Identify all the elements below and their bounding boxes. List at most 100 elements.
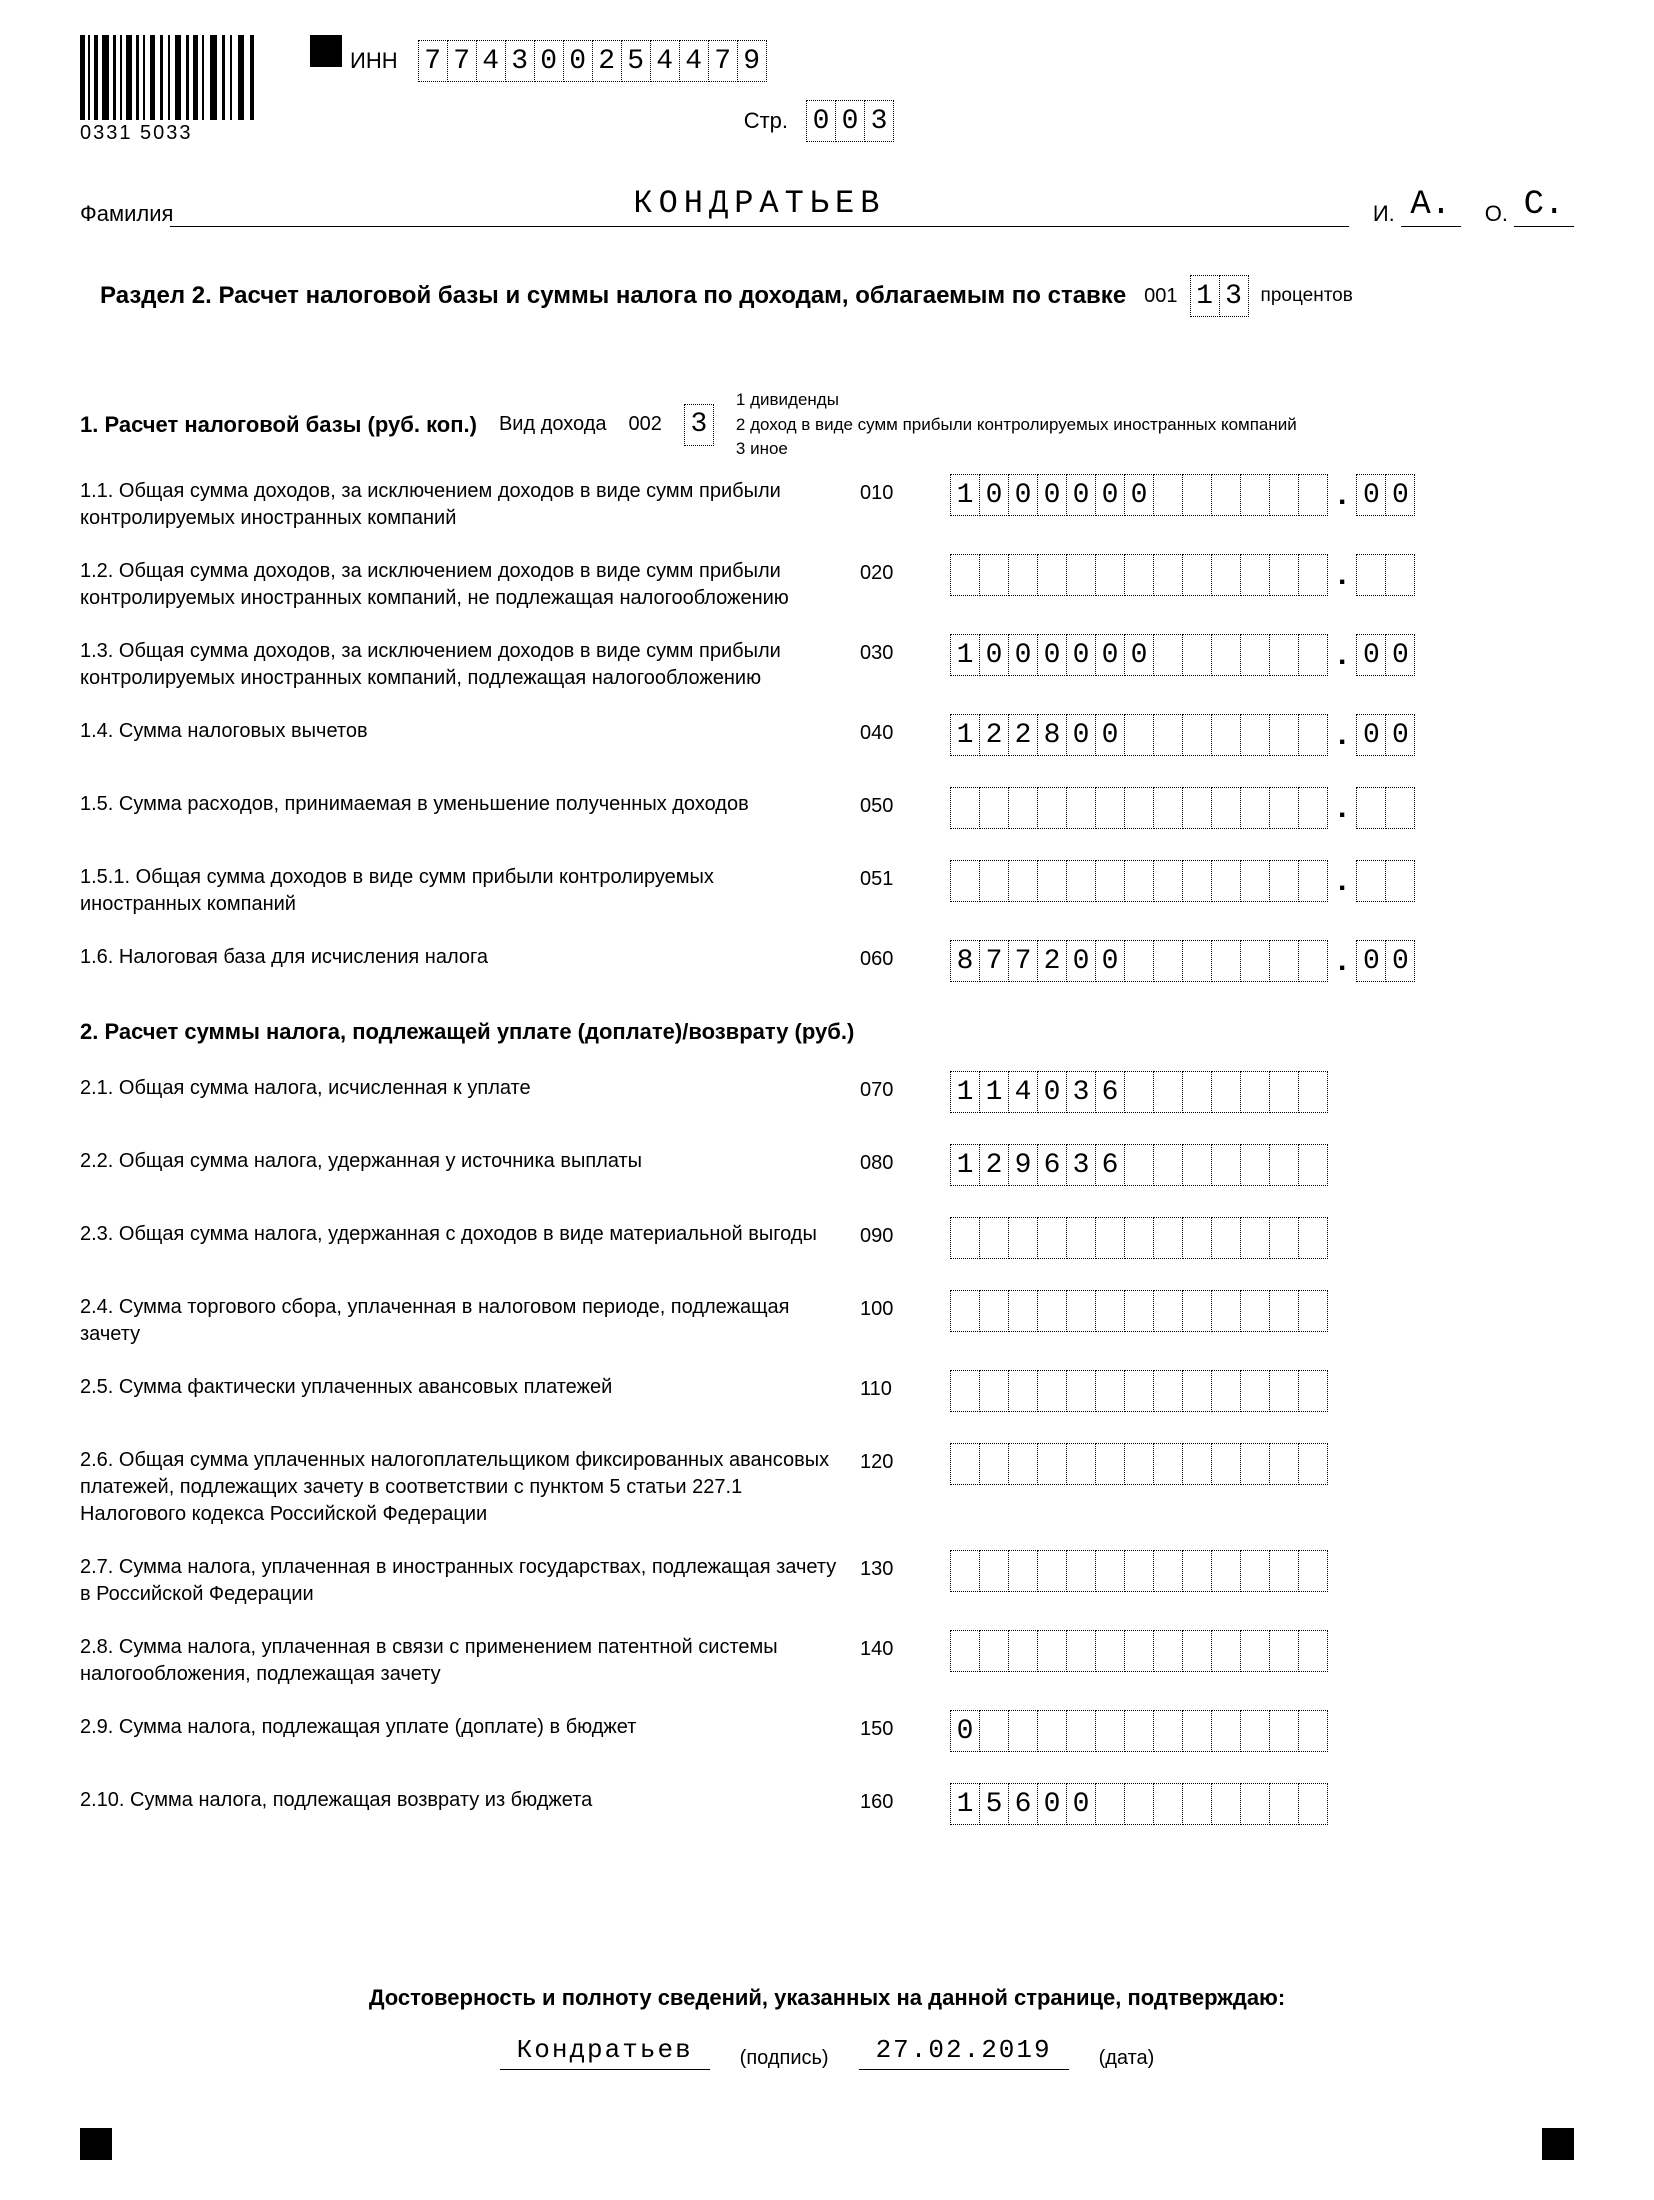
form-row: 1.5. Сумма расходов, принимаемая в умень…: [80, 783, 1574, 838]
cell: [1037, 1217, 1067, 1259]
cell: [1008, 860, 1038, 902]
form-row: 1.2. Общая сумма доходов, за исключением…: [80, 550, 1574, 612]
cell: [1269, 634, 1299, 676]
cell: [1269, 1710, 1299, 1752]
cell: [1240, 860, 1270, 902]
form-row: 2.5. Сумма фактически уплаченных авансов…: [80, 1366, 1574, 1421]
row-label: 1.4. Сумма налоговых вычетов: [80, 710, 860, 745]
cell: [1066, 1217, 1096, 1259]
cell: [950, 1217, 980, 1259]
cell: 0: [1356, 634, 1386, 676]
cell: [1008, 554, 1038, 596]
cell: 0: [563, 40, 593, 82]
cell: [1269, 554, 1299, 596]
cell: 0: [1095, 634, 1125, 676]
row-code: 070: [860, 1067, 950, 1102]
row-cells: [950, 1286, 1328, 1332]
cell: [1037, 1710, 1067, 1752]
row-label: 2.7. Сумма налога, уплаченная в иностран…: [80, 1546, 860, 1608]
cell: 1: [950, 1071, 980, 1113]
barcode-number: 0331 5033: [80, 122, 280, 145]
cell: [1240, 714, 1270, 756]
cell: 1: [1190, 275, 1220, 317]
fio-row: Фамилия КОНДРАТЬЕВ И. А. О. С.: [80, 185, 1574, 227]
cell: [1269, 787, 1299, 829]
rate-cells: 13: [1190, 275, 1249, 317]
row-code: 051: [860, 856, 950, 891]
cell: [1124, 554, 1154, 596]
marker-bottom-right: [1542, 2128, 1574, 2160]
row-label: 2.9. Сумма налога, подлежащая уплате (до…: [80, 1706, 860, 1741]
cell: [1124, 1783, 1154, 1825]
cell: [1182, 714, 1212, 756]
cell: [1211, 787, 1241, 829]
cell: [1240, 474, 1270, 516]
form-row: 1.5.1. Общая сумма доходов в виде сумм п…: [80, 856, 1574, 918]
cell: 5: [621, 40, 651, 82]
legend-1: 1 дивиденды: [736, 388, 1297, 413]
cell: [1211, 1370, 1241, 1412]
cell: [1298, 554, 1328, 596]
cell: [1211, 1443, 1241, 1485]
cell: 0: [1385, 940, 1415, 982]
cell: 0: [1066, 634, 1096, 676]
cell: [1298, 1443, 1328, 1485]
cell: [1095, 1290, 1125, 1332]
cell: [1124, 1710, 1154, 1752]
cell: 0: [1066, 940, 1096, 982]
cell: [1298, 1144, 1328, 1186]
cell: [1066, 1290, 1096, 1332]
cell: [1269, 1290, 1299, 1332]
cell: [979, 1550, 1009, 1592]
cell: [979, 554, 1009, 596]
cell: [1124, 1550, 1154, 1592]
form-row: 2.6. Общая сумма уплаченных налогоплател…: [80, 1439, 1574, 1528]
row-code: 110: [860, 1366, 950, 1401]
sign-name: Кондратьев: [500, 2035, 710, 2070]
cell: 7: [1008, 940, 1038, 982]
cell: 6: [1095, 1071, 1125, 1113]
sign-date: 27.02.2019: [859, 2035, 1069, 2070]
cell: [979, 787, 1009, 829]
cell: [950, 1290, 980, 1332]
sign-label: (подпись): [740, 2047, 829, 2070]
cell: [1066, 1630, 1096, 1672]
cell: 0: [1008, 474, 1038, 516]
income-type-value: 3: [684, 404, 714, 446]
cell: [1240, 1370, 1270, 1412]
form-row: 1.3. Общая сумма доходов, за исключением…: [80, 630, 1574, 692]
cell: 0: [1356, 714, 1386, 756]
cell: [1153, 1630, 1183, 1672]
cell: [1095, 554, 1125, 596]
cell: [1095, 1370, 1125, 1412]
row-code: 040: [860, 710, 950, 745]
cell: 6: [1037, 1144, 1067, 1186]
cell: [1298, 1630, 1328, 1672]
cell: [1095, 1783, 1125, 1825]
form-row: 2.8. Сумма налога, уплаченная в связи с …: [80, 1626, 1574, 1688]
cell: [1182, 940, 1212, 982]
cell: [1008, 1710, 1038, 1752]
i-label: И.: [1373, 201, 1395, 227]
cell: [979, 1370, 1009, 1412]
o-value: С.: [1514, 186, 1574, 227]
cell: [1153, 860, 1183, 902]
cell: 0: [1124, 474, 1154, 516]
cell: [1269, 860, 1299, 902]
cell: [1298, 860, 1328, 902]
row-label: 2.6. Общая сумма уплаченных налогоплател…: [80, 1439, 860, 1528]
page: 0331 5033 ИНН 774300254479 Стр. 003 Фами…: [0, 0, 1654, 2200]
page-cells: 003: [806, 100, 894, 142]
cell: [1385, 860, 1415, 902]
row-label: 2.8. Сумма налога, уплаченная в связи с …: [80, 1626, 860, 1688]
surname: КОНДРАТЬЕВ: [170, 185, 1349, 227]
o-label: О.: [1485, 201, 1508, 227]
cell: [1298, 1550, 1328, 1592]
row-code: 150: [860, 1706, 950, 1741]
cell: [1037, 787, 1067, 829]
cell: 1: [979, 1071, 1009, 1113]
inn-label: ИНН: [350, 48, 398, 74]
cell: [1153, 1710, 1183, 1752]
cell: 4: [1008, 1071, 1038, 1113]
barcode-icon: [80, 35, 260, 120]
